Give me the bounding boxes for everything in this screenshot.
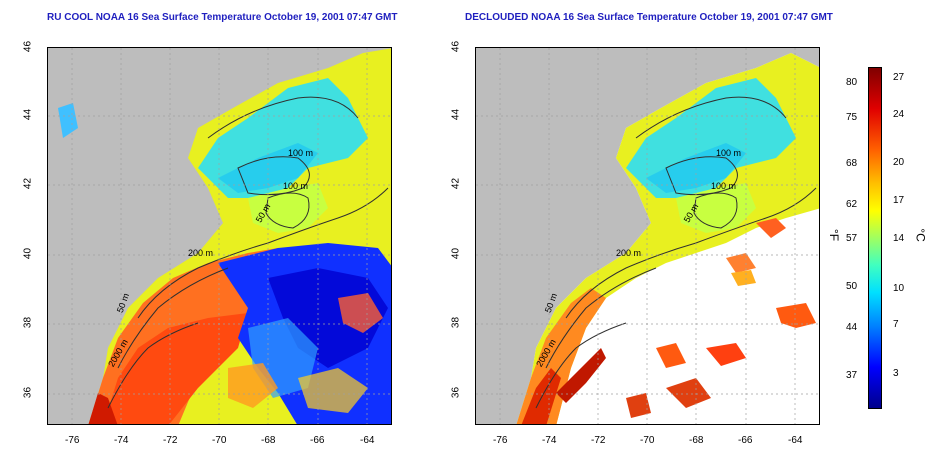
left-sst-map: 100 m 100 m 50 m 200 m 50 m 2000 m: [47, 47, 392, 425]
y-tick-label: 46: [22, 40, 34, 53]
fahrenheit-unit-label: °F: [827, 228, 842, 242]
fahrenheit-tick: 80: [846, 77, 858, 88]
celsius-tick: 10: [893, 283, 905, 294]
celsius-unit-label: °C: [913, 228, 928, 242]
y-tick-label: 38: [22, 316, 34, 329]
y-tick-label: 40: [22, 247, 34, 260]
y-tick-label: 46: [450, 40, 462, 53]
contour-label: 200 m: [188, 248, 214, 258]
x-tick-label: -66: [310, 435, 325, 446]
celsius-tick: 7: [893, 319, 899, 330]
x-tick-label: -74: [542, 435, 557, 446]
fahrenheit-tick: 44: [846, 322, 858, 333]
x-tick-label: -72: [591, 435, 606, 446]
y-tick-label: 38: [450, 316, 462, 329]
x-tick-label: -68: [261, 435, 276, 446]
contour-label: 100 m: [288, 148, 314, 158]
x-tick-label: -72: [163, 435, 178, 446]
contour-label: 100 m: [711, 181, 737, 191]
right-sst-map: 100 m 100 m 50 m 200 m 50 m 2000 m: [475, 47, 820, 425]
fahrenheit-tick: 68: [846, 158, 858, 169]
fahrenheit-tick: 50: [846, 281, 858, 292]
x-tick-label: -76: [65, 435, 80, 446]
right-sst-map-image: [476, 48, 819, 424]
x-tick-label: -64: [788, 435, 803, 446]
temperature-colorbar: [868, 67, 882, 409]
y-tick-label: 36: [450, 386, 462, 399]
contour-label: 100 m: [716, 148, 742, 158]
x-tick-label: -70: [640, 435, 655, 446]
x-tick-label: -68: [689, 435, 704, 446]
x-tick-label: -70: [212, 435, 227, 446]
x-tick-label: -74: [114, 435, 129, 446]
fahrenheit-tick: 57: [846, 233, 858, 244]
celsius-tick: 27: [893, 72, 905, 83]
celsius-tick: 14: [893, 233, 905, 244]
x-tick-label: -64: [360, 435, 375, 446]
y-tick-label: 44: [22, 108, 34, 121]
y-tick-label: 42: [22, 177, 34, 190]
y-tick-label: 42: [450, 177, 462, 190]
x-tick-label: -66: [738, 435, 753, 446]
celsius-tick: 17: [893, 195, 905, 206]
celsius-tick: 24: [893, 109, 905, 120]
x-tick-label: -76: [493, 435, 508, 446]
fahrenheit-tick: 75: [846, 112, 858, 123]
celsius-tick: 3: [893, 368, 899, 379]
y-tick-label: 40: [450, 247, 462, 260]
y-tick-label: 36: [22, 386, 34, 399]
contour-label: 200 m: [616, 248, 642, 258]
right-map-title: DECLOUDED NOAA 16 Sea Surface Temperatur…: [465, 12, 833, 23]
contour-label: 100 m: [283, 181, 309, 191]
fahrenheit-tick: 62: [846, 199, 858, 210]
left-map-title: RU COOL NOAA 16 Sea Surface Temperature …: [47, 12, 398, 23]
fahrenheit-tick: 37: [846, 370, 858, 381]
left-sst-map-image: [48, 48, 391, 424]
y-tick-label: 44: [450, 108, 462, 121]
celsius-tick: 20: [893, 157, 905, 168]
